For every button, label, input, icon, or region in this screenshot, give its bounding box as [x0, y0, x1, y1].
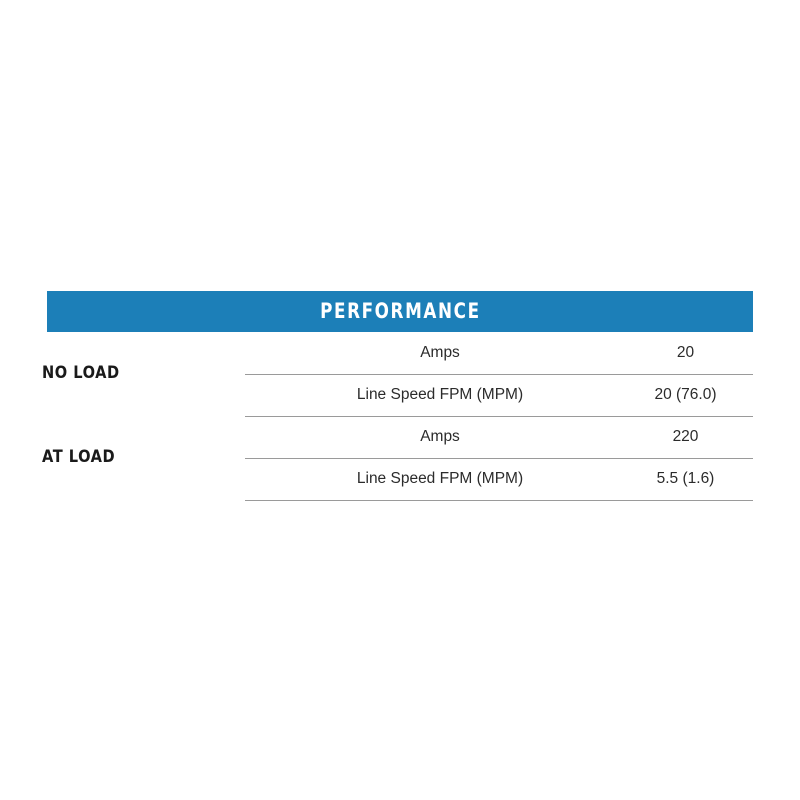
metric-label: Amps	[245, 332, 635, 375]
table-row: NO LOAD Amps 20	[40, 332, 753, 382]
table-row: AT LOAD Amps 220	[40, 416, 753, 466]
group-label-at-load: AT LOAD	[42, 447, 116, 467]
table-row: Line Speed FPM (MPM) 20 (76.0)	[40, 374, 753, 417]
metric-label: Line Speed FPM (MPM)	[245, 458, 635, 501]
metric-value: 220	[635, 416, 753, 459]
group-label-no-load: NO LOAD	[42, 363, 120, 383]
metric-label: Line Speed FPM (MPM)	[245, 374, 635, 417]
row-group-no-load: NO LOAD	[40, 332, 245, 416]
performance-spec-table: NO LOAD Amps 20 Line Speed FPM (MPM) 20 …	[40, 332, 753, 501]
metric-value: 5.5 (1.6)	[635, 458, 753, 501]
metric-value: 20 (76.0)	[635, 374, 753, 417]
performance-spec-card: PERFORMANCE NO LOAD Amps 20 Line Speed F…	[40, 291, 753, 501]
table-row: Line Speed FPM (MPM) 5.5 (1.6)	[40, 458, 753, 501]
row-group-at-load: AT LOAD	[40, 416, 245, 500]
metric-value: 20	[635, 332, 753, 375]
performance-header-bar: PERFORMANCE	[47, 291, 753, 332]
page-title: PERFORMANCE	[319, 299, 481, 323]
metric-label: Amps	[245, 416, 635, 459]
